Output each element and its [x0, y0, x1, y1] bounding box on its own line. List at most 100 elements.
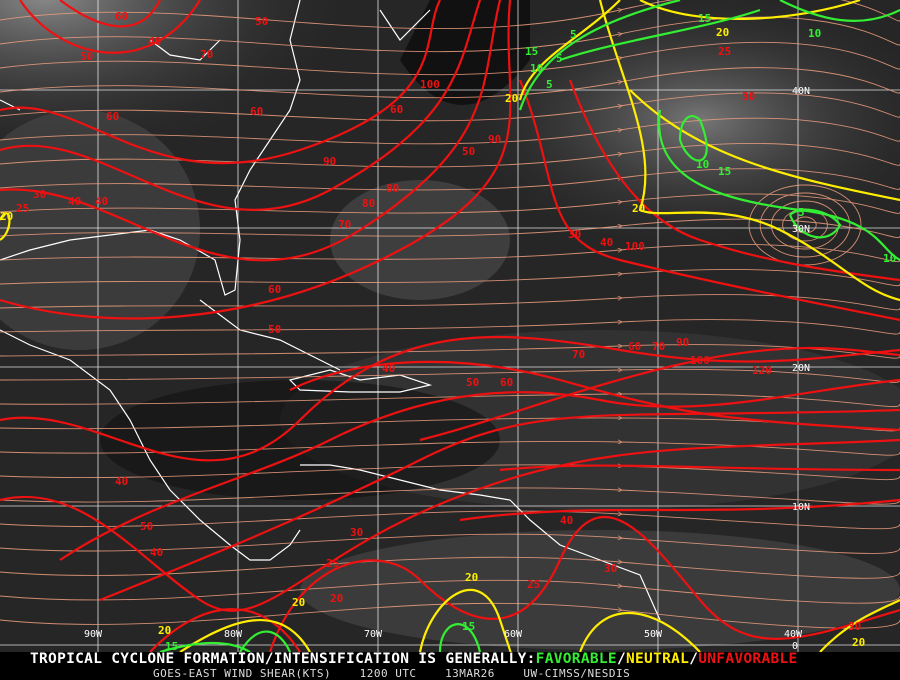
longitude-label: 40W: [784, 629, 803, 640]
favorable-contour: [438, 623, 482, 652]
favorable-contour: [159, 641, 251, 652]
contour-label: 10: [808, 27, 821, 40]
favorable-contour: [657, 109, 900, 261]
contour-label: 40: [148, 35, 161, 48]
contour-label: 60: [115, 10, 128, 23]
contour-label: 60: [500, 376, 513, 389]
contour-label: 10: [696, 158, 709, 171]
contour-label: 20: [632, 202, 645, 215]
longitude-label: 50W: [644, 629, 663, 640]
contour-label: 90: [488, 133, 501, 146]
streamline: [0, 394, 900, 408]
latitude-label: 30N: [792, 224, 810, 235]
unfavorable-contour: [19, 0, 201, 54]
contour-label: 25: [16, 202, 29, 215]
contour-label: 5: [546, 78, 553, 91]
unfavorable-contour: [0, 0, 512, 320]
contour-label: 25: [527, 578, 540, 591]
streamline: [0, 602, 900, 629]
unfavorable-contour: [289, 360, 900, 432]
favorable-contour: [518, 0, 681, 111]
streamline: [0, 117, 900, 145]
contour-label: 25: [326, 557, 339, 570]
streamline: [0, 41, 900, 76]
contour-label: 100: [420, 78, 440, 91]
streamline: [0, 533, 900, 554]
favorable-contour: [559, 8, 761, 62]
contour-label: 50: [255, 15, 268, 28]
contour-label: 70: [338, 218, 351, 231]
unfavorable-contour: [419, 346, 900, 442]
contour-label: 80: [362, 197, 375, 210]
longitude-label: 90W: [84, 629, 103, 640]
satellite-background: [0, 0, 900, 652]
valid-date: 13MAR26: [445, 667, 495, 680]
latitude-label: 10N: [792, 502, 810, 513]
contour-label: 80: [386, 182, 399, 195]
contour-label: 50: [268, 323, 281, 336]
contour-label: 30: [568, 228, 581, 241]
contour-label: 30: [742, 90, 755, 103]
valid-time: 1200 UTC: [359, 667, 417, 680]
contour-label: 20: [852, 636, 865, 649]
contour-label: 20: [716, 26, 729, 39]
contour-label: 20: [505, 92, 518, 105]
contour-label: 40: [68, 195, 81, 208]
contour-label: 5: [570, 28, 577, 41]
contour-label: 120: [752, 364, 772, 377]
product-info: GOES-EAST WIND SHEAR(KTS) 1200 UTC 13MAR…: [153, 668, 630, 680]
coastlines: [0, 0, 661, 621]
separator: /: [689, 651, 699, 667]
neutral-contour: [0, 212, 11, 241]
favorable-contour: [678, 115, 708, 162]
contour-label: 30: [604, 562, 617, 575]
neutral-contour: [819, 599, 900, 652]
streamline: [0, 67, 900, 99]
contour-label: 40: [115, 475, 128, 488]
contour-label: 15: [718, 165, 731, 178]
unfavorable-contour: [99, 408, 900, 602]
contour-label: 5: [798, 206, 805, 219]
neutral-contour: [639, 0, 861, 21]
grid-labels: 40N 30N 20N 10N 0 90W 80W 70W 60W 50W 40W: [84, 86, 810, 652]
contour-label: 10: [883, 252, 896, 265]
unfavorable-contour: [0, 0, 441, 165]
contour-label: 50: [466, 376, 479, 389]
neutral-contour: [518, 0, 621, 101]
data-source: UW-CIMSS/NESDIS: [523, 667, 631, 680]
contour-label: 25: [718, 45, 731, 58]
contour-label: 100: [625, 240, 645, 253]
shear-contours: [0, 0, 900, 652]
neutral-legend: NEUTRAL: [625, 651, 690, 667]
streamline: [0, 319, 900, 335]
neutral-contour: [418, 588, 512, 652]
headline-text: TROPICAL CYCLONE FORMATION/INTENSIFICATI…: [30, 651, 536, 667]
streamline-circulation: [759, 192, 851, 258]
favorable-contour: [779, 0, 900, 22]
unfavorable-contour: [0, 0, 482, 211]
contour-label: 60: [250, 105, 263, 118]
latitude-label: 0: [792, 641, 798, 652]
longitude-label: 60W: [504, 629, 523, 640]
streamline: [0, 92, 900, 122]
unfavorable-contour: [459, 498, 900, 522]
contour-label: 40: [95, 195, 108, 208]
streamline: [0, 294, 900, 311]
neutral-contour: [179, 618, 311, 652]
streamline: [0, 193, 900, 214]
contour-label: 5: [556, 52, 563, 65]
contour-label: 70: [572, 348, 585, 361]
contour-label: 40: [560, 514, 573, 527]
footer-banner: TROPICAL CYCLONE FORMATION/INTENSIFICATI…: [0, 652, 900, 680]
contour-label: 15: [462, 620, 475, 633]
unfavorable-contour: [59, 0, 161, 28]
longitude-label: 70W: [364, 629, 383, 640]
latitude-label: 20N: [792, 363, 810, 374]
unfavorable-contour: [149, 608, 301, 652]
contour-label: 15: [525, 45, 538, 58]
separator: /: [616, 651, 626, 667]
streamline: [0, 168, 900, 191]
product-name: GOES-EAST WIND SHEAR(KTS): [153, 667, 332, 680]
contour-label: 20: [158, 624, 171, 637]
